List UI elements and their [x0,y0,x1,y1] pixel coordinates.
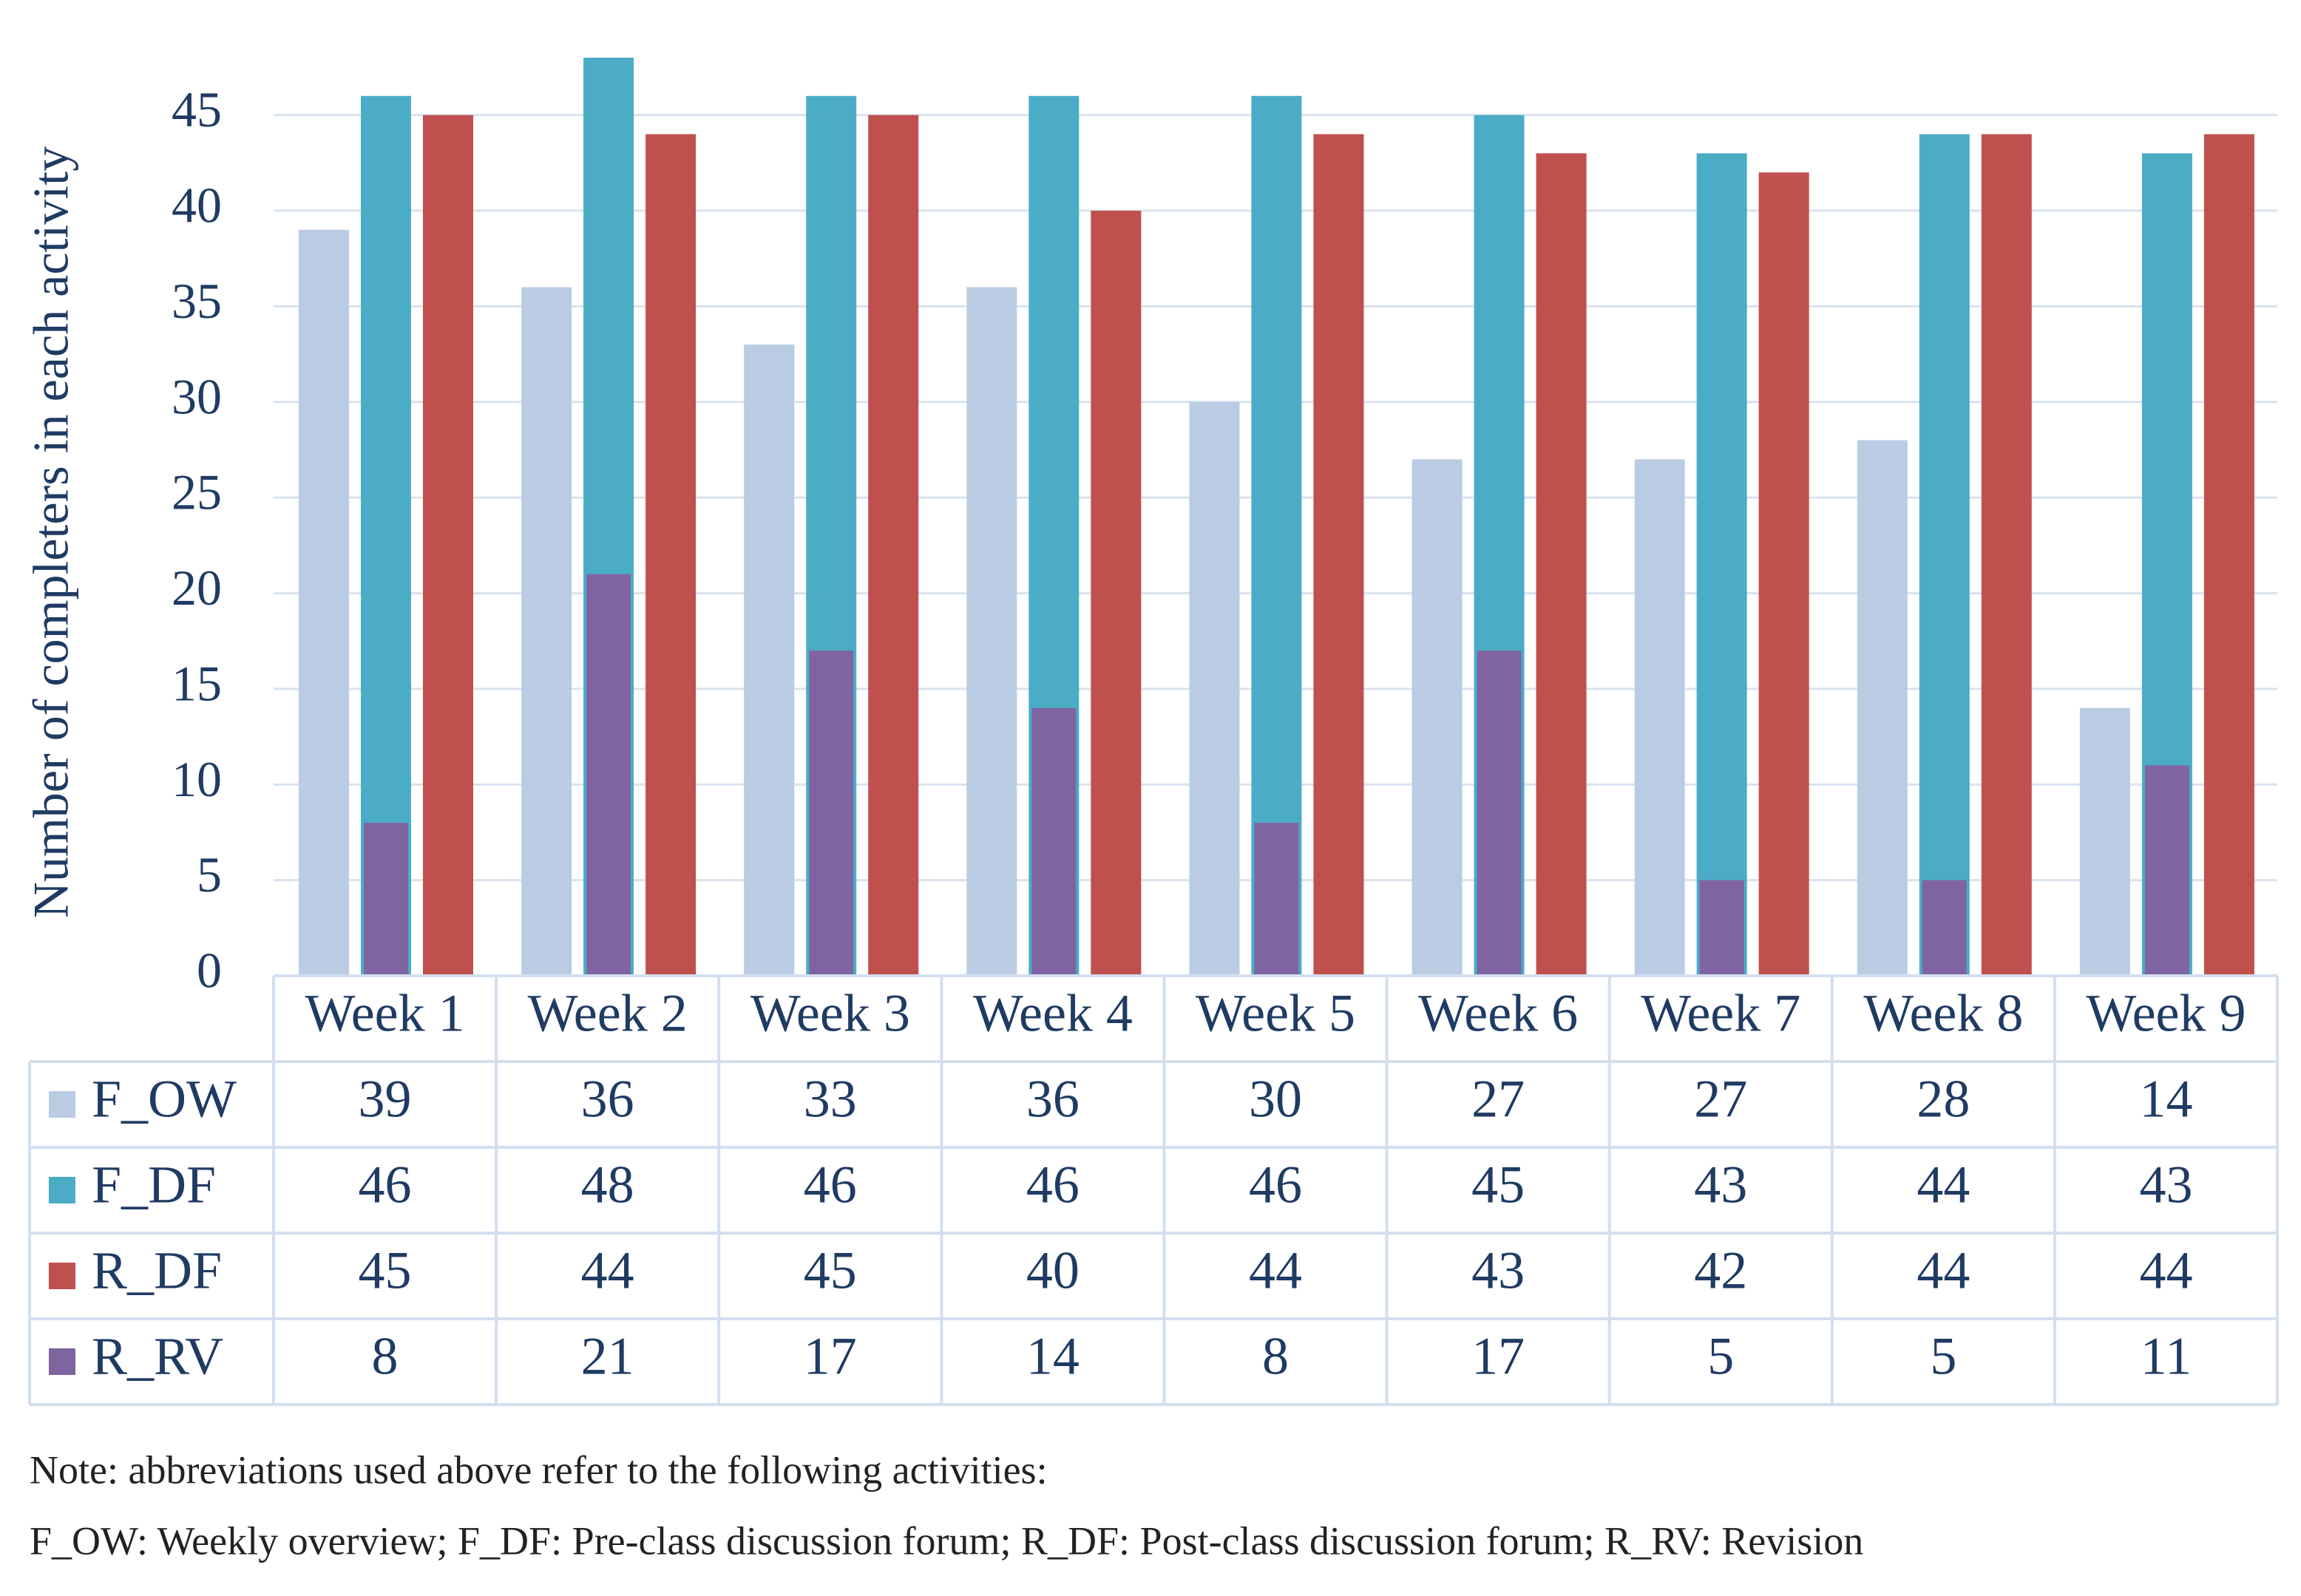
bar [1313,134,1364,976]
x-tick-label: Week 9 [2086,984,2246,1043]
x-tick-label: Week 3 [750,984,910,1043]
legend-label: F_OW [92,1070,237,1129]
table-cell: 44 [1917,1155,1970,1215]
table-cell: 48 [581,1155,634,1215]
bar [1189,401,1240,976]
legend-swatch [49,1091,75,1118]
table-cell: 5 [1930,1327,1956,1386]
table-cell: 8 [372,1327,399,1386]
bar [364,823,408,976]
x-tick-label: Week 6 [1418,984,1578,1043]
x-tick-label: Week 5 [1196,984,1355,1043]
table-cell: 42 [1694,1241,1747,1300]
bar [1696,153,1747,976]
legend-swatch [49,1263,75,1289]
table-cell: 21 [581,1327,634,1386]
table-cell: 17 [804,1327,857,1386]
bar [1254,823,1299,976]
bar [1922,880,1967,976]
bar [2079,707,2130,976]
table-cell: 40 [1026,1241,1080,1300]
y-axis-label: Number of completers in each activity [23,146,79,918]
bar [1857,440,1908,976]
legend-label: R_RV [92,1327,223,1386]
y-tick-label: 30 [172,368,222,424]
x-tick-label: Week 8 [1863,984,2023,1043]
bar [423,115,473,976]
table-cell: 44 [581,1241,634,1300]
bar [645,134,697,976]
bar [966,287,1017,976]
y-tick-label: 45 [172,81,222,137]
table-cell: 14 [2139,1070,2192,1129]
y-tick-label: 20 [172,560,222,616]
table-cell: 36 [581,1070,634,1129]
legend-swatch [49,1177,75,1203]
table-cell: 43 [1471,1241,1525,1300]
x-tick-label: Week 7 [1641,984,1800,1043]
bar [868,115,919,976]
y-tick-label: 40 [172,177,222,234]
table-cell: 46 [804,1155,857,1215]
legend-label: R_DF [92,1241,222,1300]
table-cell: 46 [1249,1155,1302,1215]
table-cell: 27 [1471,1070,1525,1129]
legend-label: F_DF [92,1155,216,1215]
note-line: Note: abbreviations used above refer to … [30,1447,1048,1492]
bar [1634,459,1685,976]
bar [299,229,349,976]
table-cell: 33 [804,1070,857,1129]
note-line: F_OW: Weekly overview; F_DF: Pre-class d… [30,1518,1863,1563]
bar [1919,134,1970,976]
x-tick-label: Week 4 [973,984,1133,1043]
bar [1091,211,1142,976]
table-cell: 45 [804,1241,857,1300]
table-cell: 14 [1026,1327,1080,1386]
table-cell: 44 [2139,1241,2192,1300]
x-tick-label: Week 2 [528,984,688,1043]
table-cell: 5 [1707,1327,1734,1386]
table-cell: 39 [359,1070,412,1129]
bar [1031,707,1077,976]
table-cell: 45 [1471,1155,1525,1215]
y-tick-label: 10 [172,751,222,807]
table-cell: 44 [1917,1241,1970,1300]
bar [1412,459,1463,976]
bar [1758,172,1809,976]
legend-swatch [49,1348,75,1375]
table-cell: 8 [1262,1327,1289,1386]
y-tick-label: 35 [172,273,222,329]
bar [521,287,572,976]
bar [2203,134,2254,976]
x-tick-label: Week 1 [305,984,465,1043]
y-tick-label: 15 [172,655,222,711]
bar [809,651,854,976]
table-cell: 43 [2139,1155,2192,1215]
table-cell: 46 [1026,1155,1080,1215]
table-cell: 17 [1471,1327,1525,1386]
bar [1699,880,1744,976]
bar [1981,134,2032,976]
bar [586,574,631,976]
table-cell: 46 [359,1155,412,1215]
table-cell: 27 [1694,1070,1747,1129]
table-cell: 43 [1694,1155,1747,1215]
bar [1536,153,1587,976]
y-tick-label: 0 [197,943,222,999]
table-cell: 28 [1917,1070,1970,1129]
table-cell: 30 [1249,1070,1302,1129]
bar [2144,765,2189,976]
table-cell: 45 [359,1241,412,1300]
y-tick-label: 5 [197,846,222,903]
table-cell: 11 [2141,1327,2192,1386]
y-tick-label: 25 [172,464,222,520]
bar [744,344,795,976]
table-cell: 36 [1026,1070,1080,1129]
bar [1477,651,1522,976]
table-cell: 44 [1249,1241,1302,1300]
